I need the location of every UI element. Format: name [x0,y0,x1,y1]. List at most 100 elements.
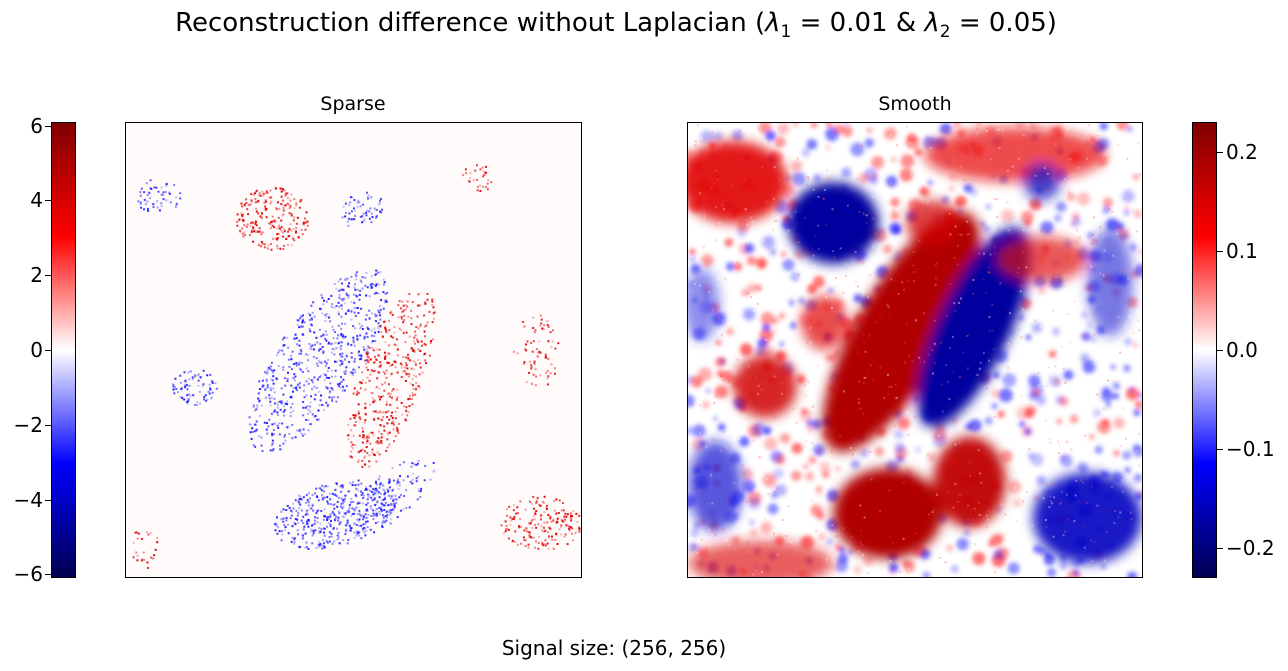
sparse-pixel [280,226,283,229]
sparse-pixel [374,522,377,524]
sparse-pixel [375,314,378,317]
smooth-noise-spot [1072,569,1080,577]
sparse-pixel [407,358,410,361]
sparse-pixel [424,335,427,338]
smooth-speck [1048,558,1051,561]
sparse-pixel [283,336,286,339]
smooth-speck [697,449,700,452]
smooth-noise-spot [992,371,1000,379]
smooth-speck [875,321,878,324]
sparse-pixel [337,510,340,513]
smooth-speck [1028,448,1031,451]
sparse-pixel [547,548,550,550]
sparse-pixel [275,207,278,210]
sparse-pixel [299,325,302,328]
sparse-pixel [340,362,343,365]
sparse-pixel [343,337,346,340]
sparse-pixel [345,354,348,357]
sparse-pixel [419,323,422,326]
sparse-pixel [175,388,178,390]
sparse-pixel [377,478,380,481]
sparse-pixel [292,409,295,412]
smooth-noise-spot [717,423,726,432]
smooth-speck [746,540,749,543]
smooth-speck [993,347,996,350]
sparse-pixel [396,388,399,391]
sparse-pixel [250,437,253,440]
sparse-pixel [186,400,188,403]
sparse-pixel [269,227,272,230]
smooth-speck [1007,342,1010,345]
smooth-speck [1031,524,1034,527]
sparse-pixel [373,207,376,210]
sparse-pixel [542,501,545,504]
smooth-noise-spot [950,565,959,573]
sparse-pixel [514,530,517,533]
smooth-speck [1130,337,1133,340]
sparse-pixel [305,367,308,370]
sparse-pixel [327,516,330,518]
smooth-speck [811,150,814,153]
smooth-noise-spot [755,257,768,269]
smooth-speck [883,185,886,188]
sparse-pixel [365,381,367,384]
sparse-pixel [259,215,262,218]
sparse-pixel [319,342,322,345]
sparse-pixel [276,406,279,409]
sparse-pixel [288,204,291,206]
sparse-pixel [310,304,313,307]
smooth-noise-spot [793,123,798,127]
sparse-pixel [512,509,515,512]
sparse-pixel [376,377,379,380]
smooth-speck [864,376,867,379]
smooth-speck [929,147,932,150]
smooth-noise-spot [890,197,900,207]
smooth-speck [946,490,949,493]
smooth-speck [785,320,787,322]
sparse-pixel [329,515,332,518]
sparse-pixel [188,393,191,396]
smooth-speck [1051,177,1054,180]
sparse-pixel [353,443,356,446]
smooth-speck [720,334,723,337]
smooth-speck [842,390,845,393]
smooth-speck [756,302,759,305]
sparse-pixel [537,541,540,544]
sparse-pixel [297,236,300,239]
sparse-pixel [254,231,257,234]
sparse-pixel [343,297,346,300]
smooth-noise-spot [1087,232,1094,239]
smooth-speck [913,415,916,418]
sparse-pixel [269,400,272,403]
sparse-pixel [307,412,309,415]
sparse-pixel [367,345,370,348]
sparse-pixel [338,305,341,308]
sparse-heatmap [125,122,582,578]
sparse-pixel [382,416,384,418]
sparse-pixel [410,382,413,385]
smooth-speck [776,409,779,412]
smooth-noise-spot [739,436,750,447]
sparse-pixel [288,507,291,509]
smooth-noise-spot [858,172,870,184]
smooth-speck [1103,249,1106,252]
smooth-noise-spot [1055,201,1067,213]
sparse-pixel [358,434,361,437]
sparse-pixel [383,381,386,384]
sparse-pixel [337,280,340,283]
sparse-pixel [367,356,370,359]
smooth-speck [1078,236,1081,239]
sparse-pixel [387,352,390,355]
sparse-pixel [255,224,258,227]
sparse-pixel [331,348,334,350]
sparse-pixel [345,292,348,295]
smooth-speck [1093,333,1096,336]
sparse-pixel [298,507,301,510]
sparse-pixel [371,347,374,349]
sparse-pixel [302,325,305,328]
sparse-pixel [301,318,304,321]
sparse-pixel [508,505,511,508]
sparse-pixel [301,533,304,536]
smooth-speck [851,453,854,456]
smooth-speck [718,377,721,380]
